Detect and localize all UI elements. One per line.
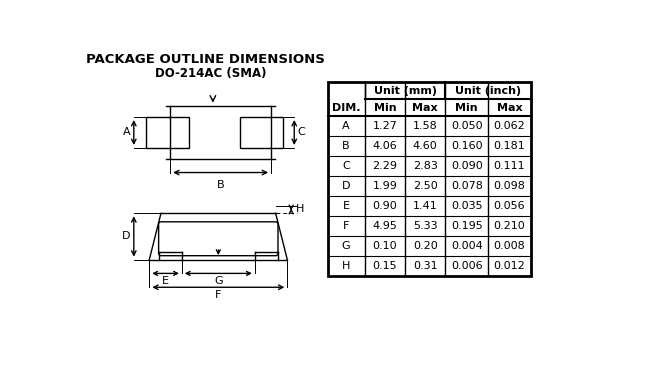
Text: 2.29: 2.29 bbox=[373, 161, 397, 171]
Text: 0.10: 0.10 bbox=[373, 241, 397, 251]
Bar bbox=[146, 117, 189, 148]
Text: 0.195: 0.195 bbox=[451, 221, 483, 232]
Text: H: H bbox=[342, 262, 350, 271]
Text: Unit (mm): Unit (mm) bbox=[374, 86, 437, 96]
Text: 4.60: 4.60 bbox=[413, 141, 437, 151]
Text: F: F bbox=[343, 221, 349, 232]
Text: 2.83: 2.83 bbox=[413, 161, 437, 171]
Text: 0.210: 0.210 bbox=[493, 221, 525, 232]
Text: 4.06: 4.06 bbox=[373, 141, 397, 151]
Text: DO-214AC (SMA): DO-214AC (SMA) bbox=[154, 67, 266, 80]
Text: G: G bbox=[214, 276, 223, 286]
Text: 0.20: 0.20 bbox=[413, 241, 437, 251]
Text: B: B bbox=[343, 141, 350, 151]
Text: 0.098: 0.098 bbox=[493, 182, 525, 191]
Text: 0.012: 0.012 bbox=[493, 262, 525, 271]
Text: Max: Max bbox=[496, 103, 522, 113]
Text: 1.27: 1.27 bbox=[373, 121, 397, 132]
Text: E: E bbox=[343, 201, 350, 211]
Text: Unit (inch): Unit (inch) bbox=[455, 86, 521, 96]
Text: Max: Max bbox=[412, 103, 438, 113]
Text: D: D bbox=[342, 182, 350, 191]
Text: E: E bbox=[162, 276, 169, 286]
Bar bbox=[240, 117, 282, 148]
Text: 0.111: 0.111 bbox=[493, 161, 525, 171]
Text: 0.035: 0.035 bbox=[451, 201, 482, 211]
Text: G: G bbox=[342, 241, 350, 251]
Text: 1.99: 1.99 bbox=[373, 182, 397, 191]
Text: B: B bbox=[217, 180, 225, 190]
Text: 0.004: 0.004 bbox=[451, 241, 483, 251]
FancyBboxPatch shape bbox=[158, 222, 278, 256]
Text: 0.160: 0.160 bbox=[451, 141, 482, 151]
Text: 0.078: 0.078 bbox=[451, 182, 483, 191]
Text: A: A bbox=[123, 127, 130, 138]
Text: 0.31: 0.31 bbox=[413, 262, 437, 271]
Text: C: C bbox=[297, 127, 305, 138]
Text: Min: Min bbox=[374, 103, 397, 113]
Text: 0.006: 0.006 bbox=[451, 262, 482, 271]
Text: 0.062: 0.062 bbox=[493, 121, 525, 132]
Text: 0.90: 0.90 bbox=[373, 201, 397, 211]
Text: 5.33: 5.33 bbox=[413, 221, 437, 232]
Text: 1.58: 1.58 bbox=[413, 121, 437, 132]
Text: DIM.: DIM. bbox=[332, 103, 360, 113]
Text: F: F bbox=[215, 290, 221, 299]
Text: 2.50: 2.50 bbox=[413, 182, 437, 191]
Text: PACKAGE OUTLINE DIMENSIONS: PACKAGE OUTLINE DIMENSIONS bbox=[86, 53, 324, 66]
Text: 0.056: 0.056 bbox=[493, 201, 525, 211]
Text: 0.181: 0.181 bbox=[493, 141, 525, 151]
Text: D: D bbox=[122, 232, 130, 241]
Text: 1.41: 1.41 bbox=[413, 201, 437, 211]
Text: C: C bbox=[342, 161, 350, 171]
Text: 0.090: 0.090 bbox=[451, 161, 483, 171]
Text: 0.008: 0.008 bbox=[493, 241, 525, 251]
Text: 4.95: 4.95 bbox=[373, 221, 397, 232]
Text: Min: Min bbox=[456, 103, 478, 113]
Text: H: H bbox=[296, 205, 304, 215]
Text: A: A bbox=[343, 121, 350, 132]
Text: 0.15: 0.15 bbox=[373, 262, 397, 271]
Text: 0.050: 0.050 bbox=[451, 121, 482, 132]
Bar bbox=[328, 83, 531, 276]
